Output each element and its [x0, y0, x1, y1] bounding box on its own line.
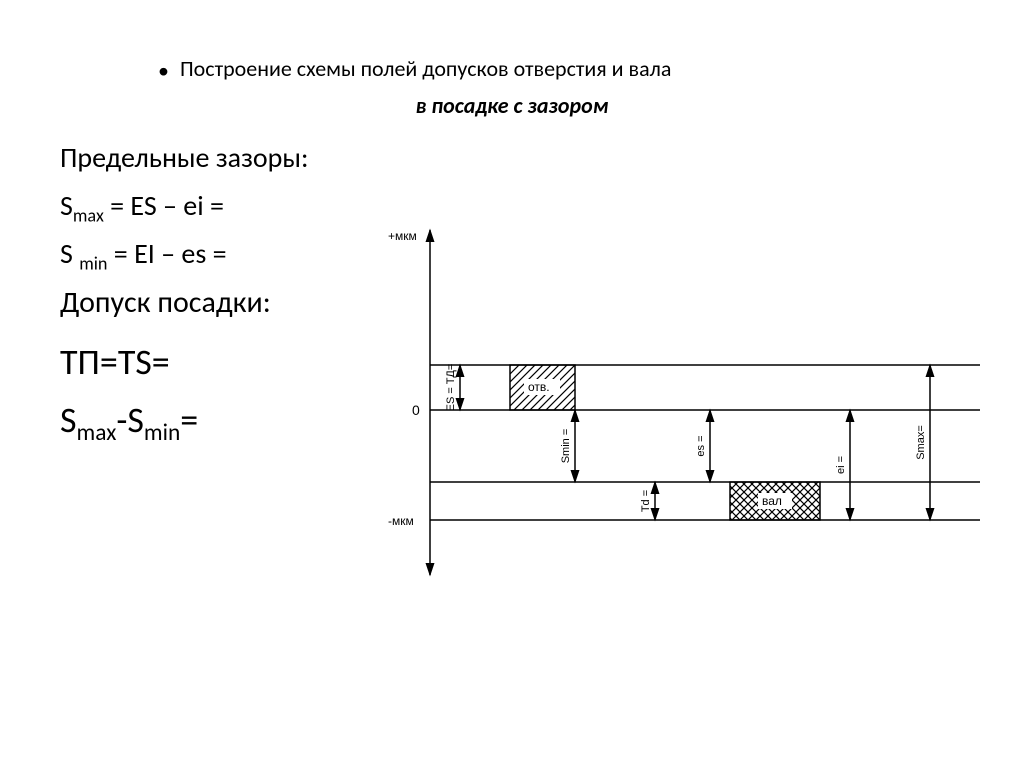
smax-s: S — [60, 188, 73, 223]
svg-text:+мкм: +мкм — [388, 229, 417, 243]
formula-smin: S min = EI – es = — [60, 236, 227, 275]
heading-limits: Предельные зазоры: — [60, 140, 309, 175]
sdiff-p1: S — [60, 398, 77, 442]
sdiff-s1: max — [77, 419, 117, 447]
subtitle: в посадке с зазором — [0, 92, 1024, 119]
svg-text:ES = TД=: ES = TД= — [445, 364, 457, 412]
formula-smax: Smax = ES – ei = — [60, 188, 224, 227]
title-line: • Построение схемы полей допусков отверс… — [180, 55, 671, 82]
smin-rest: = EI – es = — [107, 236, 226, 271]
formula-tp: TП=TS= — [60, 340, 170, 384]
sdiff-mid: -S — [116, 398, 144, 442]
smax-sub: max — [73, 205, 104, 227]
svg-text:Smin =: Smin = — [560, 429, 572, 464]
sdiff-s2: min — [144, 419, 180, 447]
svg-text:отв.: отв. — [528, 380, 550, 394]
heading-tolerance: Допуск посадки: — [60, 284, 271, 321]
bullet-dot: • — [158, 57, 169, 84]
tolerance-diagram: отв. вал +мкм -мкм 0 ES = TД= Smin = Td = es = ei… — [360, 220, 1000, 600]
sdiff-end: = — [180, 398, 198, 442]
smax-rest: = ES – ei = — [104, 188, 224, 223]
formula-sdiff: Smax-Smin= — [60, 398, 198, 447]
svg-text:Td =: Td = — [640, 490, 652, 512]
svg-text:Smax=: Smax= — [915, 425, 927, 460]
smin-s: S — [60, 236, 79, 271]
svg-text:вал: вал — [762, 494, 782, 508]
svg-text:-мкм: -мкм — [388, 514, 414, 528]
svg-text:0: 0 — [412, 402, 420, 418]
svg-text:ei =: ei = — [835, 456, 847, 474]
smin-sub: min — [79, 253, 107, 275]
svg-text:es =: es = — [695, 435, 707, 456]
title-text: Построение схемы полей допусков отверсти… — [180, 55, 671, 82]
